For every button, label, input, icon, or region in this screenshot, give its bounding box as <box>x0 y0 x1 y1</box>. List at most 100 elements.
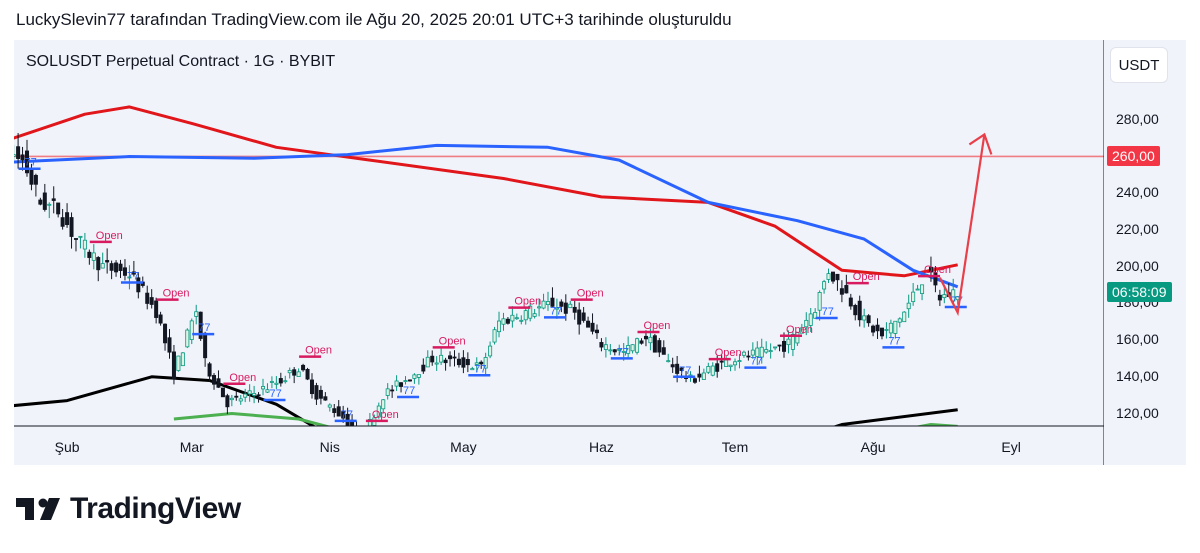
candle-body <box>189 320 194 340</box>
77-tag-text: 77 <box>127 271 139 283</box>
projection-arrow <box>938 134 986 317</box>
time-tick-label: Haz <box>588 439 614 455</box>
tradingview-wordmark: TradingView <box>70 492 241 525</box>
candle-body <box>675 363 680 374</box>
candle-body <box>786 338 791 346</box>
candle-body <box>741 351 746 356</box>
candle-body <box>42 192 47 210</box>
open-tag-text: Open <box>96 230 123 242</box>
candle-body <box>416 374 421 378</box>
candle-body <box>679 367 684 371</box>
candle-body <box>407 379 412 382</box>
open-tag-text: Open <box>853 271 880 283</box>
candle-body <box>434 362 439 365</box>
candle-body <box>661 347 666 355</box>
candle-body <box>933 272 938 286</box>
candle-body <box>212 375 217 385</box>
candle-body <box>737 360 742 362</box>
candle-body <box>835 273 840 281</box>
candle-body <box>122 267 127 276</box>
candle-body <box>808 313 813 326</box>
candle-body <box>697 373 702 378</box>
candle-body <box>866 315 871 324</box>
candle-body <box>577 309 582 325</box>
candle-body <box>247 390 252 395</box>
plot-area[interactable]: Open 77 Open 77 Open 77 Open 77 Open 77 Open 77 Open… <box>14 40 1104 465</box>
candle-body <box>474 362 479 365</box>
candle-body <box>902 311 907 323</box>
candle-body <box>29 168 34 185</box>
candle-body <box>590 322 595 332</box>
ma-red-line <box>14 105 959 278</box>
candle-body <box>603 344 608 350</box>
candle-body <box>359 433 362 444</box>
candle-body <box>804 319 809 328</box>
symbol-title: SOLUSDT Perpetual Contract · 1G · BYBIT <box>26 53 336 70</box>
candle-body <box>461 357 466 368</box>
open-tag-text: Open <box>644 320 671 332</box>
candle-body <box>875 324 880 332</box>
candle-body <box>839 288 844 295</box>
price-chart-svg[interactable]: Open 77 Open 77 Open 77 Open 77 Open 77 Open 77 Open… <box>14 40 1104 465</box>
candle-body <box>332 408 337 414</box>
candle-body <box>198 311 203 339</box>
77-tag-text: 77 <box>198 322 210 334</box>
candle-body <box>537 306 542 309</box>
candle-body <box>131 271 136 275</box>
candle-body <box>14 154 16 157</box>
candle-body <box>830 271 835 282</box>
candle-body <box>906 302 911 310</box>
candle-body <box>69 217 74 237</box>
indicator-tags: Open 77 Open 77 Open 77 Open 77 Open 77 Open 77 Open… <box>18 157 967 423</box>
candle-body <box>220 387 225 398</box>
candle-body <box>626 345 631 354</box>
price-tick-label: 240,00 <box>1116 184 1159 201</box>
77-tag-text: 77 <box>679 365 691 377</box>
candle-body <box>194 311 199 317</box>
candle-body <box>764 349 769 353</box>
candles <box>14 133 960 444</box>
77-tag-text: 77 <box>341 409 353 421</box>
candle-body <box>479 361 484 365</box>
time-tick-label: Mar <box>179 439 204 455</box>
candle-body <box>728 364 733 368</box>
candle-body <box>541 300 546 309</box>
candle-body <box>73 238 78 240</box>
candle-body <box>33 174 38 185</box>
candle-body <box>443 359 448 364</box>
candle-body <box>96 257 101 271</box>
candle-body <box>225 395 230 408</box>
candle-body <box>532 313 537 317</box>
candle-body <box>24 150 29 174</box>
currency-button[interactable]: USDT <box>1110 47 1168 83</box>
tradingview-logo-icon <box>16 498 60 520</box>
candle-body <box>127 276 132 279</box>
price-tick-label: 140,00 <box>1116 367 1159 384</box>
ma-black-line <box>14 375 958 426</box>
77-tag-text: 77 <box>888 335 900 347</box>
candle-body <box>505 318 510 324</box>
candle-body <box>719 360 724 363</box>
77-tag-text: 77 <box>403 385 415 397</box>
candle-body <box>715 363 720 372</box>
time-tick-label: Nis <box>319 439 340 455</box>
candle-body <box>813 312 818 319</box>
77-tag-text: 77 <box>474 363 486 375</box>
candle-body <box>879 327 884 337</box>
chart-panel[interactable]: Open 77 Open 77 Open 77 Open 77 Open 77 Open 77 Open… <box>14 40 1186 465</box>
open-tag-text: Open <box>305 345 332 357</box>
candle-body <box>501 318 506 325</box>
candle-body <box>563 302 568 314</box>
candle-body <box>145 292 150 304</box>
candle-body <box>915 288 920 291</box>
candle-body <box>724 359 729 367</box>
level-price-badge: 260,00 <box>1107 146 1160 167</box>
candle-body <box>296 371 301 377</box>
candle-body <box>16 146 21 159</box>
candle-body <box>305 368 310 380</box>
candle-body <box>951 289 956 302</box>
candle-body <box>109 263 114 271</box>
time-tick-label: Tem <box>721 439 749 455</box>
time-tick-label: May <box>450 439 477 455</box>
candle-body <box>403 380 408 383</box>
